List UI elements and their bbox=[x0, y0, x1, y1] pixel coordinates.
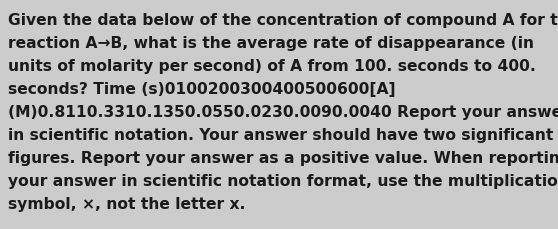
Text: figures. Report your answer as a positive value. When reporting: figures. Report your answer as a positiv… bbox=[8, 150, 558, 165]
Text: seconds? Time (s)0100200300400500600[A]: seconds? Time (s)0100200300400500600[A] bbox=[8, 81, 396, 96]
Text: units of molarity per second) of A from 100. seconds to 400.: units of molarity per second) of A from … bbox=[8, 58, 536, 73]
Text: Given the data below of the concentration of compound A for the: Given the data below of the concentratio… bbox=[8, 13, 558, 27]
Text: reaction A→B, what is the average rate of disappearance (in: reaction A→B, what is the average rate o… bbox=[8, 35, 535, 50]
Text: your answer in scientific notation format, use the multiplication: your answer in scientific notation forma… bbox=[8, 173, 558, 188]
Text: symbol, ×, not the letter x.: symbol, ×, not the letter x. bbox=[8, 196, 246, 211]
Text: (M)0.8110.3310.1350.0550.0230.0090.0040 Report your answer: (M)0.8110.3310.1350.0550.0230.0090.0040 … bbox=[8, 104, 558, 119]
Text: in scientific notation. Your answer should have two significant: in scientific notation. Your answer shou… bbox=[8, 127, 554, 142]
